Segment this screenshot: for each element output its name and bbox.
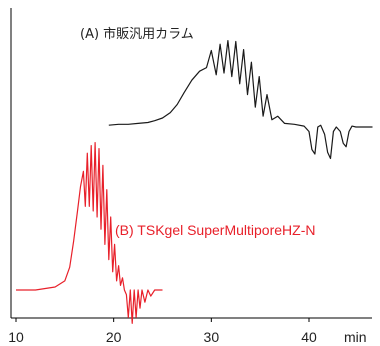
series-a-line (108, 40, 373, 160)
series-b-line (16, 142, 163, 324)
x-tick-label: 40 (301, 329, 317, 345)
series-layer (16, 40, 373, 324)
axis-layer: 10 20 30 40 (8, 8, 372, 345)
x-tick-label: 30 (204, 329, 220, 345)
label-layer: (A) 市販汎用カラム (B) TSKgel SuperMultiporeHZ-… (80, 26, 367, 345)
series-b-annotation: (B) TSKgel SuperMultiporeHZ-N (115, 222, 315, 238)
x-tick-label: 20 (106, 329, 122, 345)
x-tick-label: 10 (8, 329, 24, 345)
series-a-annotation: (A) 市販汎用カラム (80, 26, 194, 42)
x-axis-unit: min (344, 329, 367, 345)
